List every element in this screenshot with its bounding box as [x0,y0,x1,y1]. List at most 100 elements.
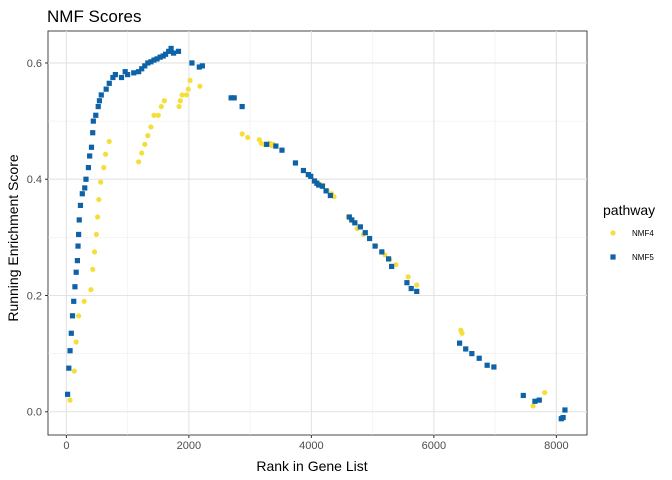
data-point-nmf5 [536,397,542,403]
data-point-nmf5 [148,59,154,65]
data-point-nmf5 [65,391,71,397]
data-point-nmf5 [175,48,182,54]
legend-item-nmf5: NMF5 [610,253,654,262]
y-tick-label: 0.6 [27,58,42,70]
data-point-nmf5 [279,147,285,153]
data-point-nmf5 [157,54,163,60]
data-point-nmf5 [352,220,358,226]
y-tick-label: 0.2 [27,290,42,302]
data-point-nmf5 [68,330,74,336]
data-point-nmf4 [98,179,104,185]
data-point-nmf5 [327,192,333,199]
data-point-nmf5 [87,153,93,159]
data-point-nmf4 [67,397,73,403]
legend-items: NMF4 NMF5 [610,229,654,262]
data-point-nmf5 [90,118,96,124]
data-point-nmf5 [300,167,307,174]
data-point-nmf5 [372,243,378,249]
data-point-nmf5 [414,288,420,295]
data-point-nmf5 [166,48,172,54]
data-point-nmf4 [136,159,142,165]
data-point-nmf5 [76,217,82,223]
data-point-nmf5 [77,202,84,208]
x-tick-label: 6000 [422,440,446,452]
data-point-nmf4 [142,141,148,147]
data-point-nmf5 [103,86,109,92]
data-point-nmf4 [161,98,167,104]
data-point-nmf5 [110,74,116,81]
data-point-nmf5 [139,66,145,72]
data-point-nmf5 [96,98,103,104]
data-point-nmf4 [177,98,183,104]
legend-key-nmf5 [610,254,616,260]
x-axis-ticks: 0 2000 4000 6000 8000 [63,435,569,452]
data-point-nmf5 [74,258,80,264]
data-point-nmf5 [145,60,151,66]
data-point-nmf5 [408,285,414,292]
data-point-nmf4 [151,112,157,118]
data-point-nmf5 [170,50,177,56]
data-point-nmf5 [93,112,99,118]
data-point-nmf5 [560,414,566,421]
data-point-nmf4 [158,103,164,110]
data-point-nmf4 [148,124,154,130]
data-point-nmf5 [83,176,89,182]
data-point-nmf5 [112,71,118,78]
data-point-nmf5 [316,182,322,188]
legend-label-nmf5: NMF5 [632,253,654,262]
data-point-nmf4 [155,112,161,118]
data-point-nmf5 [85,165,92,171]
data-point-nmf5 [389,263,395,270]
data-point-nmf5 [189,60,195,66]
data-point-nmf5 [308,173,314,179]
x-tick-label: 8000 [544,440,568,452]
grid-major [48,31,587,435]
data-point-nmf4 [405,274,411,280]
data-point-nmf5 [491,364,497,370]
data-point-nmf5 [231,95,237,101]
data-point-nmf5 [118,74,125,81]
data-point-nmf5 [199,63,205,69]
legend-item-nmf4: NMF4 [610,229,654,238]
legend-label-nmf4: NMF4 [632,229,654,238]
data-point-nmf5 [106,80,112,86]
data-point-nmf5 [163,51,169,57]
data-point-nmf5 [72,284,78,290]
data-point-nmf4 [81,298,87,304]
data-point-nmf5 [362,230,368,236]
data-point-nmf5 [136,69,142,75]
data-point-nmf4 [185,86,191,92]
x-tick-label: 2000 [177,440,201,452]
data-point-nmf4 [459,330,465,336]
data-point-nmf5 [98,92,104,98]
legend-key-nmf4 [610,230,616,236]
data-point-nmf4 [93,231,99,238]
data-point-nmf5 [142,63,148,69]
data-point-nmf5 [88,144,95,150]
data-point-nmf5 [366,235,373,242]
data-point-nmf4 [145,133,151,139]
data-point-nmf5 [90,130,96,136]
data-point-nmf5 [476,355,482,361]
data-point-nmf5 [562,407,568,413]
data-point-nmf5 [319,183,325,189]
data-point-nmf4 [139,150,145,156]
grid-minor [48,31,587,435]
data-point-nmf5 [75,243,81,249]
y-axis-title: Running Enrichment Score [5,154,21,322]
data-point-nmf5 [131,70,137,76]
data-point-nmf5 [532,398,538,404]
data-point-nmf4 [102,151,109,157]
data-point-nmf4 [96,196,102,203]
data-point-nmf4 [393,262,399,268]
data-point-nmf5 [196,64,202,70]
data-point-nmf5 [457,340,463,346]
data-point-nmf5 [154,56,160,62]
data-point-nmf5 [292,160,299,166]
data-point-nmf5 [239,103,245,110]
data-point-nmf4 [179,92,185,98]
data-point-nmf5 [76,231,82,238]
data-point-nmf5 [385,256,392,262]
x-tick-label: 0 [63,440,69,452]
